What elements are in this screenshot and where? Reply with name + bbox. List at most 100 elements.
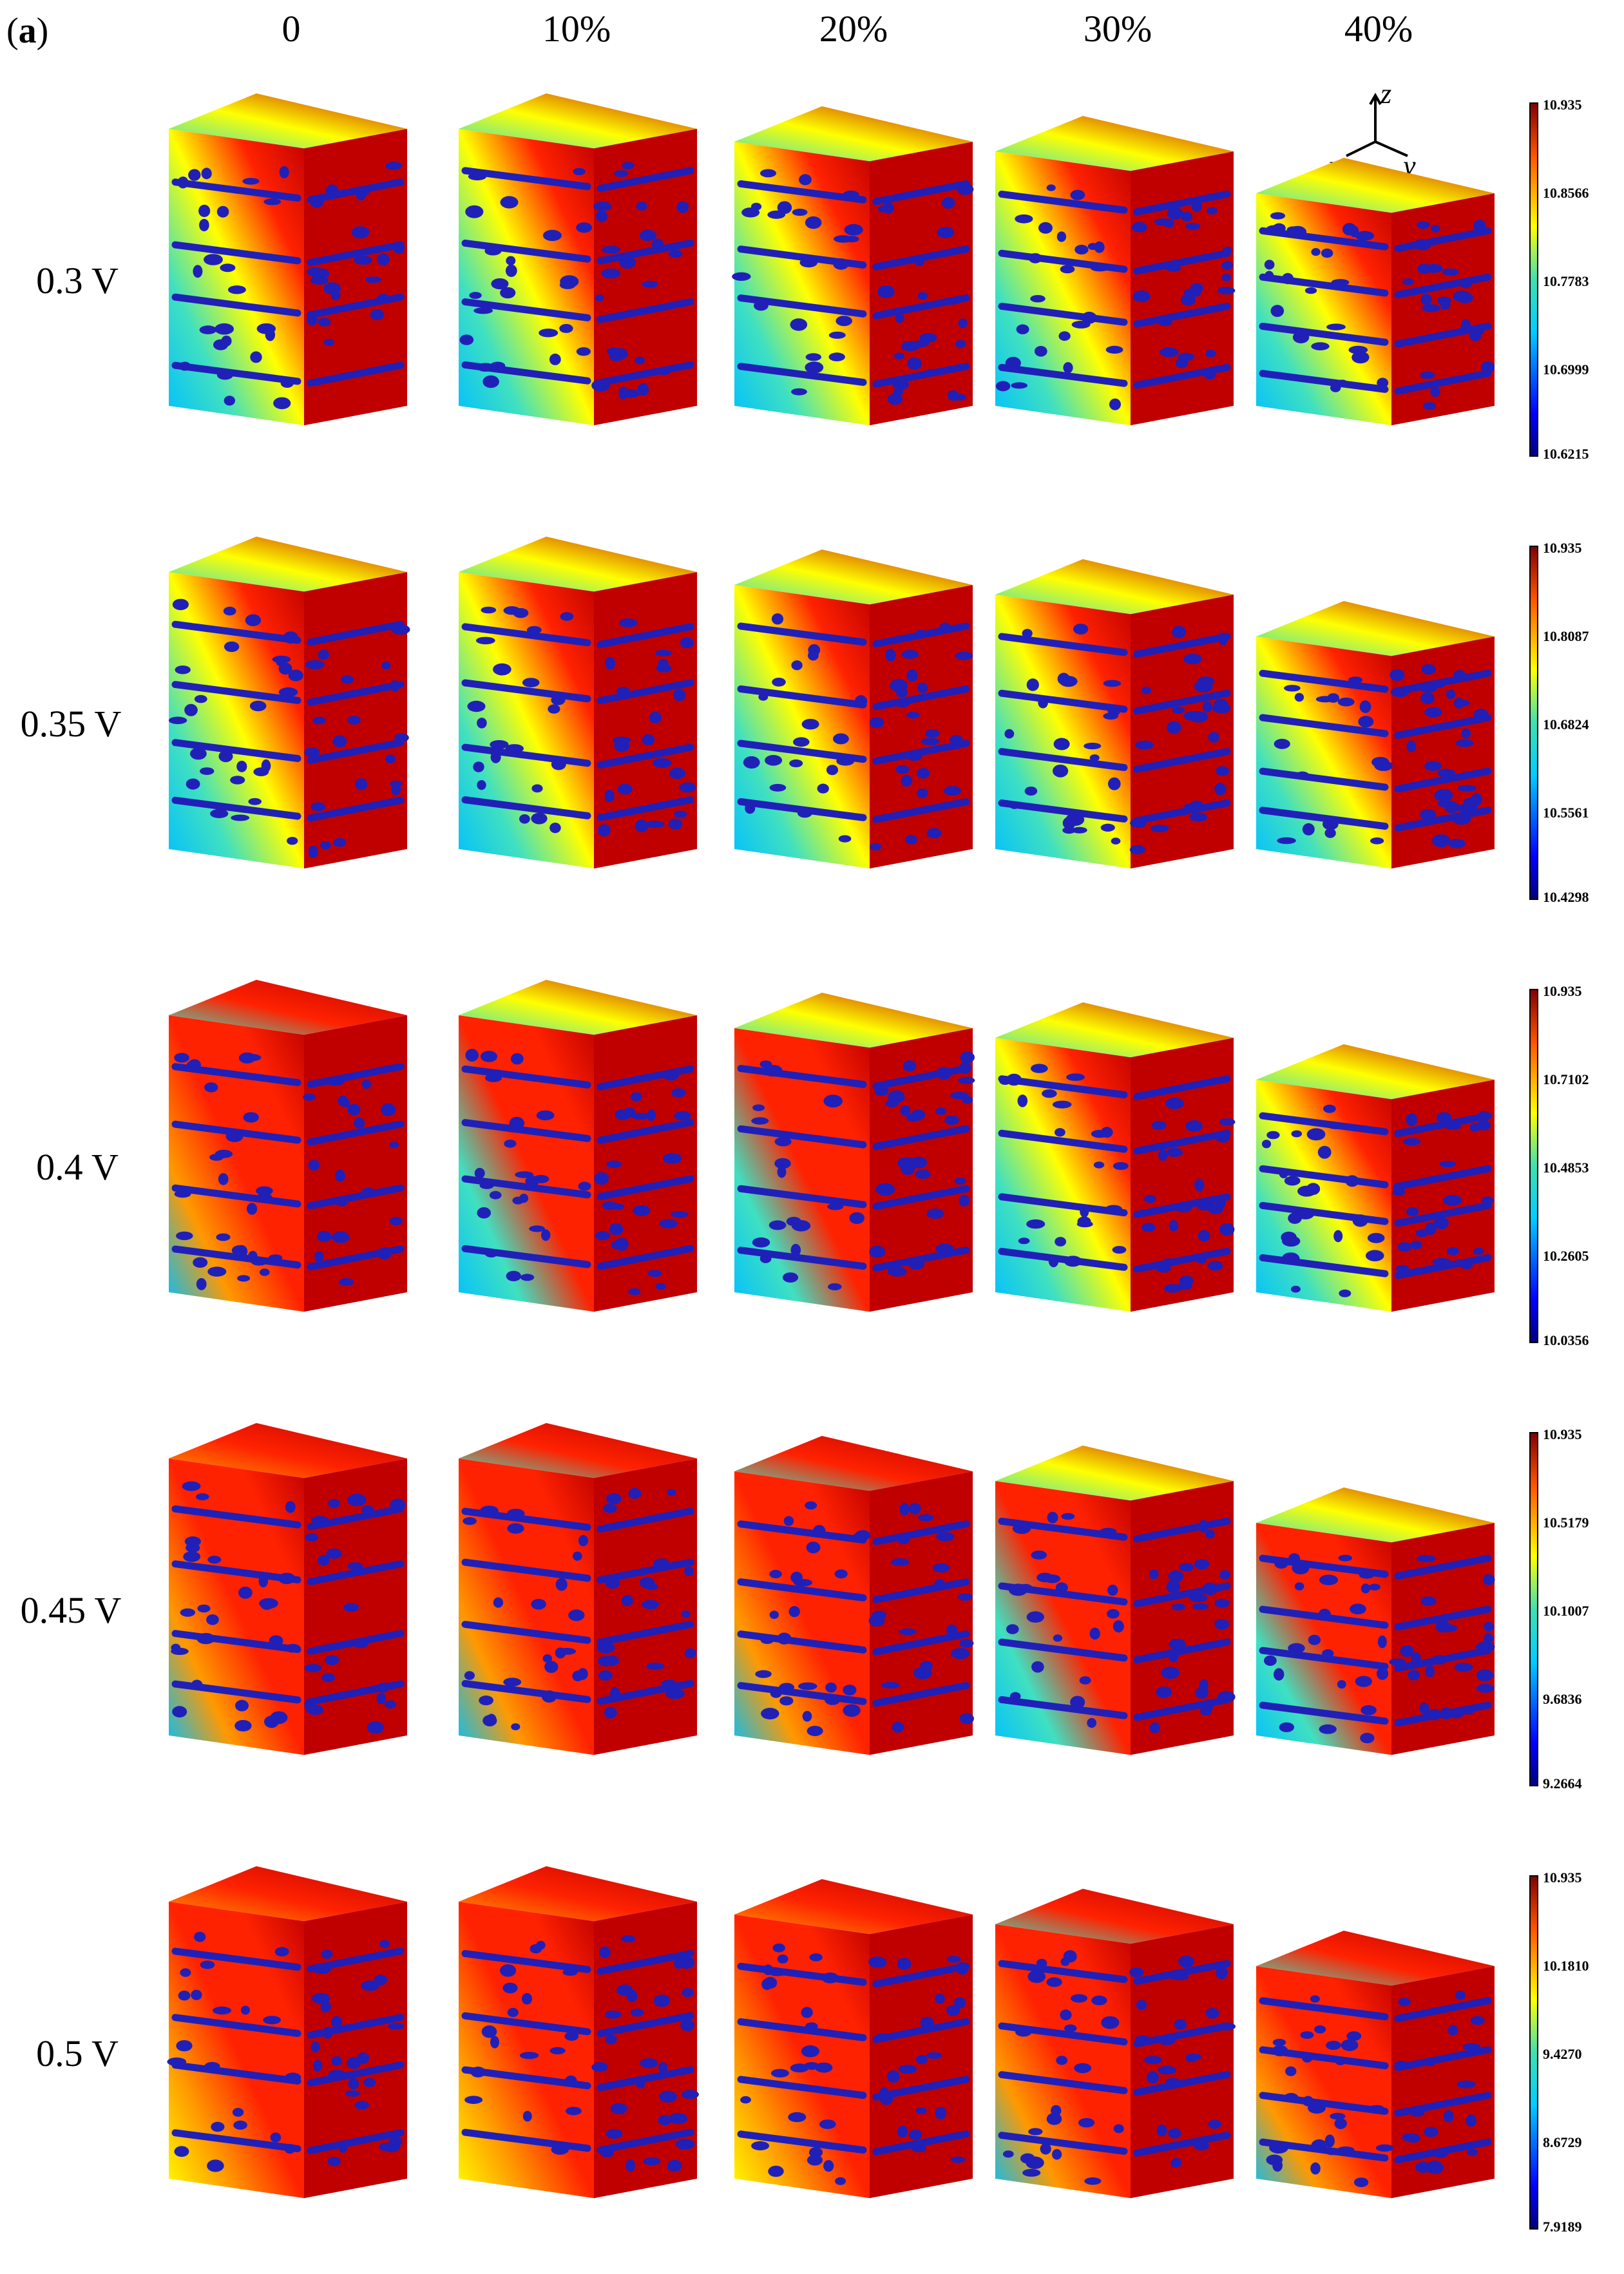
pore-blob: [1094, 241, 1105, 253]
pore-blob: [1017, 1094, 1028, 1107]
pore-blob: [603, 1504, 617, 1513]
colorbar-gradient: [1529, 989, 1538, 1343]
pore-blob: [511, 1723, 521, 1730]
pore-blob: [481, 1051, 497, 1062]
pore-blob: [915, 2107, 927, 2114]
pore-blob: [310, 268, 330, 279]
cube-front-face: [169, 1458, 304, 1755]
pore-blob: [1339, 1289, 1352, 1297]
pore-blob: [1093, 1161, 1105, 1169]
pore-blob: [354, 256, 373, 265]
pore-channel: [1394, 1647, 1492, 1672]
pore-channel: [872, 1185, 970, 1210]
pore-channel: [597, 1507, 694, 1533]
pore-blob: [531, 812, 548, 825]
pore-blob: [1424, 2126, 1439, 2137]
pore-blob: [843, 1685, 857, 1696]
pore-blob: [1374, 760, 1393, 771]
pore-blob: [909, 1502, 921, 1515]
colorbar-tick: 10.5179: [1543, 1514, 1589, 1531]
pore-blob: [1310, 1995, 1320, 2003]
pore-blob: [1476, 1120, 1491, 1131]
pore-blob: [802, 1710, 812, 1722]
pore-blob: [1205, 2008, 1219, 2019]
cube-visualization: [734, 549, 973, 869]
pore-blob: [1306, 1128, 1326, 1141]
pore-blob: [1440, 301, 1451, 310]
pore-blob: [572, 1551, 582, 1561]
pore-channel: [872, 1682, 970, 1707]
pore-blob: [1216, 1966, 1228, 1980]
pore-blob: [595, 294, 604, 301]
pore-blob: [1338, 1554, 1353, 1562]
pore-blob: [323, 282, 341, 295]
cube-visualization: [1256, 601, 1495, 869]
pore-blob: [808, 644, 821, 656]
pore-blob: [1031, 1550, 1047, 1560]
pore-blob: [933, 1563, 950, 1572]
pore-blob: [1046, 2112, 1062, 2125]
pore-blob: [1022, 629, 1033, 638]
pore-blob: [1109, 398, 1121, 410]
pore-blob: [263, 198, 282, 205]
pore-blob: [351, 226, 370, 239]
pore-channel: [171, 1184, 301, 1208]
pore-blob: [1352, 351, 1370, 364]
pore-blob: [345, 2090, 361, 2097]
pore-blob: [279, 166, 289, 178]
pore-blob: [1030, 1064, 1048, 1073]
pore-blob: [613, 736, 631, 744]
pore-blob: [314, 1251, 324, 1262]
pore-blob: [675, 2139, 695, 2150]
pore-blob: [950, 2156, 966, 2163]
cube-top-face: [995, 1446, 1234, 1501]
pore-blob: [1377, 1635, 1387, 1648]
cube-front-face: [995, 1481, 1131, 1755]
colorbar-gradient: [1529, 1875, 1538, 2230]
pore-blob: [741, 207, 760, 218]
pore-blob: [1194, 1559, 1210, 1570]
pore-blob: [305, 660, 325, 670]
pore-blob: [1060, 2009, 1072, 2021]
pore-channel: [998, 1075, 1128, 1098]
pore-blob: [1163, 219, 1174, 228]
pore-channel: [872, 1578, 970, 1603]
pore-channel: [1133, 1517, 1231, 1543]
pore-blob: [646, 1662, 665, 1670]
pore-blob: [626, 1989, 638, 2002]
pore-blob: [218, 750, 233, 763]
pore-blob: [908, 2129, 922, 2141]
pore-blob: [1055, 1128, 1065, 1137]
pore-blob: [805, 353, 822, 361]
pore-blob: [621, 1594, 633, 1607]
pore-blob: [1337, 1680, 1346, 1689]
pore-blob: [769, 783, 787, 792]
pore-blob: [1417, 221, 1430, 229]
pore-blob: [1103, 712, 1118, 720]
pore-blob: [890, 679, 908, 692]
pore-blob: [506, 1270, 521, 1281]
pore-blob: [1053, 738, 1070, 750]
pore-blob: [805, 216, 822, 229]
colorbar-tick: 10.935: [1543, 97, 1582, 113]
pore-blob: [197, 1604, 211, 1613]
pore-blob: [1071, 826, 1087, 834]
pore-channel: [1394, 1554, 1492, 1580]
pore-channel: [1133, 748, 1231, 773]
pore-channel: [1259, 669, 1389, 693]
pore-channel: [171, 241, 301, 265]
pore-blob: [789, 759, 803, 768]
cube-top-face: [459, 980, 697, 1035]
pore-blob: [684, 1566, 694, 1576]
pore-channel: [1259, 1201, 1389, 1225]
pore-channel: [1394, 273, 1492, 299]
axis-label-z: z: [1380, 78, 1391, 110]
pore-blob: [895, 765, 910, 774]
pore-channel: [461, 2128, 591, 2152]
pore-blob: [328, 1498, 340, 1508]
pore-blob: [544, 1661, 559, 1673]
pore-blob: [465, 205, 484, 218]
pore-blob: [598, 824, 611, 837]
pore-blob: [935, 1994, 945, 2004]
pore-blob: [828, 1283, 842, 1290]
